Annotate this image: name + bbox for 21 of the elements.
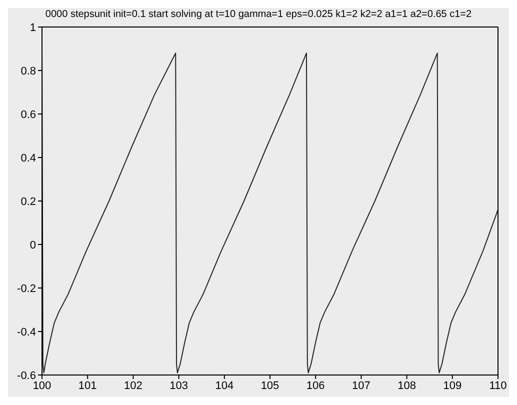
x-tick-label: 103 xyxy=(170,380,188,392)
x-tick-label: 110 xyxy=(489,380,507,392)
x-tick-label: 102 xyxy=(124,380,142,392)
x-tick-label: 105 xyxy=(260,380,280,392)
y-tick-label: 0 xyxy=(30,239,36,252)
x-tick-label: 106 xyxy=(306,380,325,392)
x-tick-label: 108 xyxy=(398,380,416,392)
x-tick-label: 101 xyxy=(78,380,97,392)
y-tick-label: 1 xyxy=(30,22,36,34)
y-tick-label: 0.8 xyxy=(20,65,36,78)
chart-title: 0000 stepsunit init=0.1 start solving at t=10 gamma=1 eps=0.025 k1=2 k2=2 a1=1 a2=0.65 c1=2 xyxy=(44,8,473,22)
y-tick-label: 0.6 xyxy=(20,108,36,121)
y-tick-label: -0.6 xyxy=(17,370,36,382)
y-tick-label: -0.2 xyxy=(17,282,36,295)
x-tick-label: 100 xyxy=(32,380,52,392)
y-tick-label: -0.4 xyxy=(17,326,36,338)
x-tick-label: 109 xyxy=(443,380,462,392)
y-tick-label: 0.2 xyxy=(20,196,36,208)
x-tick-label: 104 xyxy=(215,380,234,392)
y-tick-label: 0.4 xyxy=(20,152,36,164)
x-tick-label: 107 xyxy=(352,380,370,392)
